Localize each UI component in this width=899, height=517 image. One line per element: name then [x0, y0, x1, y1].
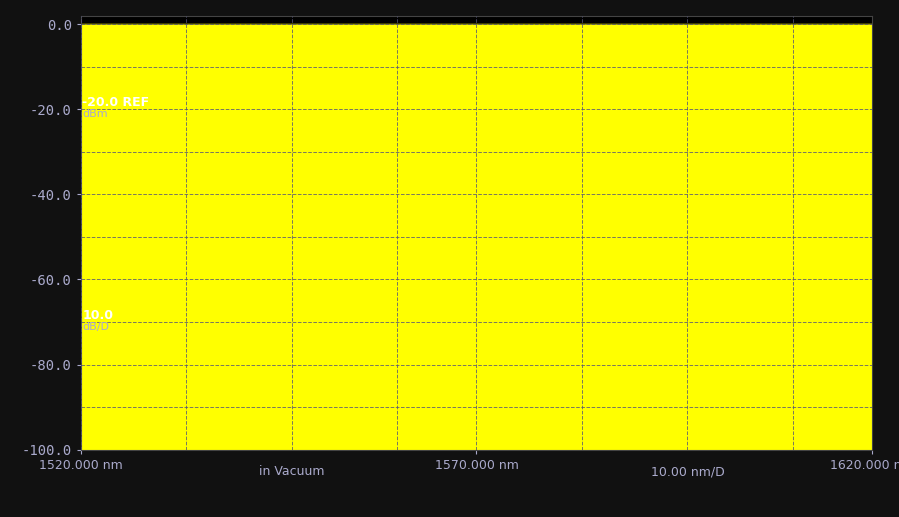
Text: dB/D: dB/D: [83, 322, 110, 332]
Text: -20.0 REF: -20.0 REF: [83, 96, 149, 109]
Text: 10.00 nm/D: 10.00 nm/D: [651, 465, 725, 478]
Text: 10.0: 10.0: [83, 309, 113, 322]
Text: in Vacuum: in Vacuum: [259, 465, 325, 478]
Text: dBm: dBm: [83, 109, 108, 119]
